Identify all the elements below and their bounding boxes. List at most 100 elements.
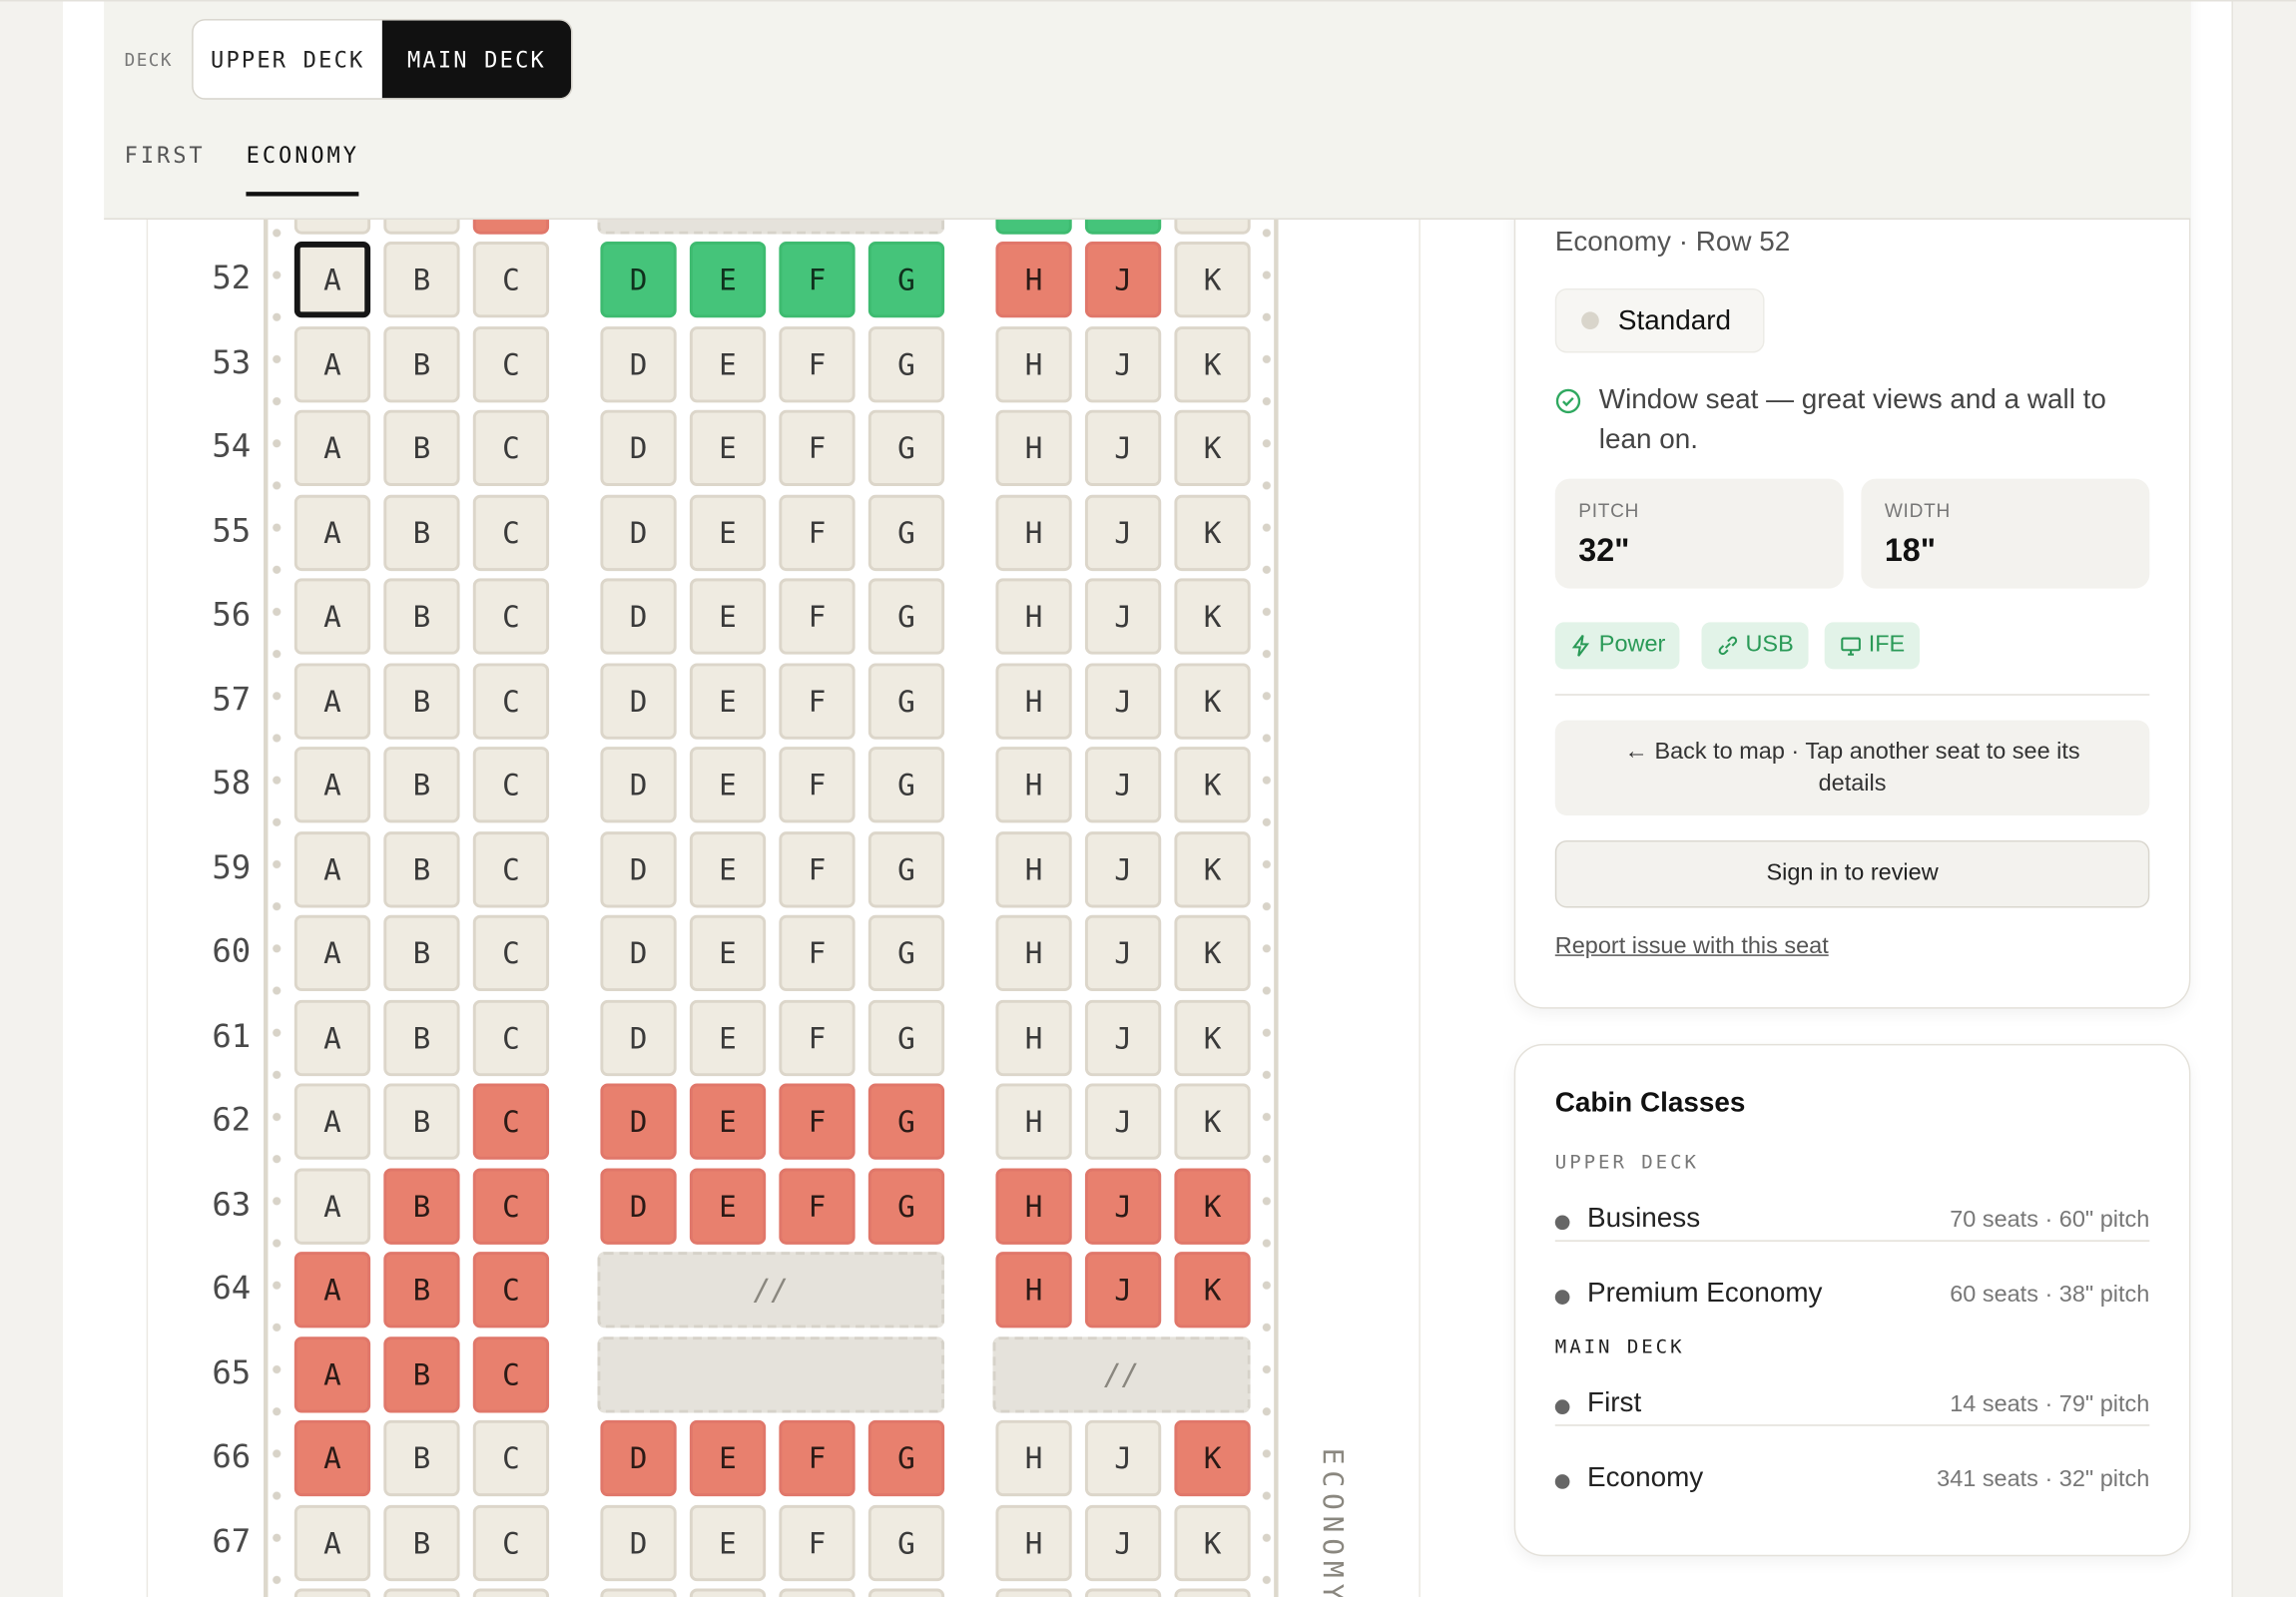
- seat[interactable]: A: [293, 1419, 371, 1497]
- seat[interactable]: F: [779, 1504, 856, 1581]
- seat[interactable]: F: [779, 578, 856, 655]
- seat[interactable]: F: [779, 409, 856, 486]
- seat[interactable]: J: [1084, 1419, 1162, 1497]
- seat[interactable]: G: [867, 1083, 945, 1160]
- seat[interactable]: A: [293, 830, 371, 907]
- report-link[interactable]: Report issue with this seat: [1554, 933, 1829, 959]
- seat[interactable]: C: [472, 409, 550, 486]
- seat[interactable]: D: [600, 325, 677, 402]
- seat[interactable]: E: [689, 494, 767, 571]
- seat[interactable]: B: [383, 999, 460, 1076]
- deck-tab[interactable]: UPPER DECK: [210, 46, 365, 73]
- seat[interactable]: B: [383, 409, 460, 486]
- seat[interactable]: H: [995, 747, 1072, 823]
- back-button[interactable]: ← Back to map · Tap another seat to see …: [1554, 720, 2150, 816]
- seat[interactable]: G: [867, 1504, 945, 1581]
- seat[interactable]: A: [293, 1083, 371, 1160]
- seat[interactable]: D: [600, 1504, 677, 1581]
- seat[interactable]: G: [867, 1419, 945, 1497]
- seat[interactable]: C: [472, 1335, 550, 1412]
- seat[interactable]: E: [689, 662, 767, 740]
- seat[interactable]: D: [600, 747, 677, 823]
- seat[interactable]: J: [1084, 914, 1162, 992]
- seat[interactable]: [383, 1588, 460, 1597]
- seat[interactable]: C: [472, 1083, 550, 1160]
- seat[interactable]: J: [1084, 578, 1162, 655]
- seat[interactable]: K: [1174, 1167, 1251, 1245]
- seat[interactable]: E: [689, 1504, 767, 1581]
- seat[interactable]: A: [293, 1167, 371, 1245]
- seat[interactable]: H: [995, 1419, 1072, 1497]
- seat[interactable]: J: [1084, 242, 1162, 318]
- seat[interactable]: K: [1174, 242, 1251, 318]
- seat[interactable]: E: [689, 578, 767, 655]
- seat[interactable]: C: [472, 578, 550, 655]
- seat[interactable]: J: [1084, 1504, 1162, 1581]
- seat[interactable]: K: [1174, 914, 1251, 992]
- seat[interactable]: D: [600, 1419, 677, 1497]
- seat[interactable]: F: [779, 325, 856, 402]
- deck-tab[interactable]: MAIN DECK: [381, 20, 572, 99]
- seat[interactable]: E: [689, 409, 767, 486]
- seat[interactable]: B: [383, 1335, 460, 1412]
- seat[interactable]: J: [1084, 325, 1162, 402]
- seat[interactable]: G: [867, 409, 945, 486]
- seat[interactable]: G: [867, 914, 945, 992]
- seat[interactable]: E: [689, 747, 767, 823]
- seat[interactable]: J: [1084, 1252, 1162, 1329]
- seat[interactable]: K: [1174, 325, 1251, 402]
- seat[interactable]: K: [1174, 999, 1251, 1076]
- seat[interactable]: F: [779, 494, 856, 571]
- seat[interactable]: C: [472, 1504, 550, 1581]
- seat[interactable]: H: [995, 578, 1072, 655]
- seat[interactable]: J: [1084, 999, 1162, 1076]
- seat[interactable]: B: [383, 1419, 460, 1497]
- seat[interactable]: F: [779, 1083, 856, 1160]
- seat[interactable]: C: [472, 1419, 550, 1497]
- seat[interactable]: [472, 1588, 550, 1597]
- seat[interactable]: J: [1084, 409, 1162, 486]
- seat[interactable]: A: [293, 914, 371, 992]
- seat[interactable]: A: [293, 1335, 371, 1412]
- seat[interactable]: C: [472, 242, 550, 318]
- seat[interactable]: B: [383, 830, 460, 907]
- seat[interactable]: [293, 1588, 371, 1597]
- seat[interactable]: K: [1174, 1252, 1251, 1329]
- seat[interactable]: C: [472, 914, 550, 992]
- seat[interactable]: G: [867, 494, 945, 571]
- seat[interactable]: B: [383, 1167, 460, 1245]
- seat[interactable]: E: [689, 830, 767, 907]
- seat[interactable]: B: [383, 494, 460, 571]
- seat[interactable]: B: [383, 662, 460, 740]
- seat[interactable]: F: [779, 1167, 856, 1245]
- seat[interactable]: [867, 1588, 945, 1597]
- seat[interactable]: H: [995, 914, 1072, 992]
- seat[interactable]: [1174, 1588, 1251, 1597]
- seat[interactable]: F: [779, 1419, 856, 1497]
- seat[interactable]: J: [1084, 1167, 1162, 1245]
- seat[interactable]: H: [995, 1504, 1072, 1581]
- seat[interactable]: H: [995, 1167, 1072, 1245]
- seat[interactable]: B: [383, 578, 460, 655]
- seat[interactable]: A: [293, 325, 371, 402]
- seat[interactable]: E: [689, 325, 767, 402]
- seat[interactable]: A: [293, 242, 371, 318]
- seat[interactable]: E: [689, 1167, 767, 1245]
- seat[interactable]: K: [1174, 1419, 1251, 1497]
- seat[interactable]: E: [689, 999, 767, 1076]
- seat[interactable]: H: [995, 662, 1072, 740]
- seat[interactable]: D: [600, 242, 677, 318]
- seat[interactable]: K: [1174, 494, 1251, 571]
- seat[interactable]: H: [995, 325, 1072, 402]
- seat[interactable]: C: [472, 830, 550, 907]
- seat[interactable]: B: [383, 1083, 460, 1160]
- seat[interactable]: B: [383, 914, 460, 992]
- seat[interactable]: D: [600, 1167, 677, 1245]
- seat[interactable]: D: [600, 662, 677, 740]
- seat[interactable]: [689, 1588, 767, 1597]
- seat[interactable]: G: [867, 830, 945, 907]
- seat[interactable]: D: [600, 1083, 677, 1160]
- seat[interactable]: A: [293, 747, 371, 823]
- seat[interactable]: K: [1174, 747, 1251, 823]
- seat[interactable]: C: [472, 494, 550, 571]
